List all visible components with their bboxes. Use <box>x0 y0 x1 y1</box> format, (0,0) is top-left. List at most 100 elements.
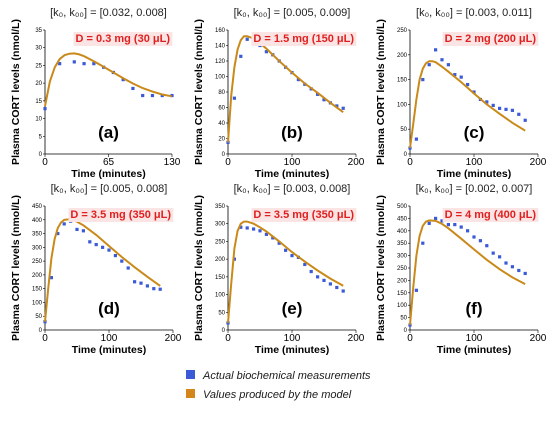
panel-label: (a) <box>98 123 119 142</box>
measurement-point <box>322 98 326 102</box>
measurement-point <box>485 244 489 248</box>
y-axis-title: Plasma CORT levels (nmol/L) <box>375 195 387 341</box>
y-tick-label: 100 <box>215 293 226 299</box>
x-tick-label: 100 <box>101 333 118 344</box>
y-tick-label: 200 <box>32 273 43 279</box>
y-tick-label: 200 <box>215 257 226 263</box>
measurement-point <box>491 103 495 107</box>
measurement-point <box>120 259 124 263</box>
y-axis-title: Plasma CORT levels (nmol/L) <box>193 195 205 341</box>
measurement-point <box>427 63 431 67</box>
measurement-point <box>141 93 145 98</box>
y-tick-label: 50 <box>218 310 225 316</box>
measurement-point <box>466 82 470 87</box>
x-axis-title: Time (minutes) <box>71 168 145 180</box>
x-axis-title: Time (minutes) <box>255 344 329 356</box>
x-tick-label: 0 <box>225 333 231 344</box>
measurement-point <box>459 75 463 79</box>
x-tick-label: 100 <box>284 333 301 344</box>
measurement-point <box>440 219 444 223</box>
y-tick-label: 60 <box>218 106 225 112</box>
y-tick-label: 150 <box>215 275 226 281</box>
chart-panel-c: [k₀, k₀₀] = [0.003, 0.011] Plasma CORT le… <box>375 7 547 180</box>
model-curve <box>409 60 526 149</box>
x-tick-label: 0 <box>407 157 413 168</box>
chart-panel-b: [k₀, k₀₀] = [0.005, 0.009] Plasma CORT le… <box>193 7 365 180</box>
x-tick-label: 0 <box>225 157 231 168</box>
dose-annotation-background <box>442 32 539 46</box>
measurement-point <box>245 37 249 41</box>
y-tick-label: 400 <box>397 229 408 235</box>
chart-panel-a: [k₀, k₀₀] = [0.032, 0.008] Plasma CORT le… <box>10 7 181 180</box>
legend-label-model: Values produced by the model <box>203 389 352 401</box>
measurement-point <box>277 241 281 245</box>
y-tick-label: 100 <box>397 303 408 309</box>
measurement-point <box>72 60 76 64</box>
panel-label: (f) <box>466 299 483 318</box>
parameter-title: [k₀, k₀₀] = [0.002, 0.007] <box>416 183 533 195</box>
measurement-point <box>485 100 489 104</box>
x-axis-title: Time (minutes) <box>437 168 511 180</box>
measurement-point <box>158 287 162 291</box>
model-curve <box>44 52 173 107</box>
measurement-point <box>446 223 450 227</box>
measurement-point <box>139 281 143 285</box>
measurement-point <box>421 78 425 82</box>
y-tick-label: 300 <box>215 222 226 228</box>
y-tick-label: 250 <box>397 266 408 272</box>
y-tick-label: 100 <box>32 300 43 306</box>
measurement-point <box>427 221 431 225</box>
x-tick-label: 0 <box>407 333 413 344</box>
y-tick-label: 160 <box>215 28 226 34</box>
dose-annotation-background <box>251 208 357 222</box>
y-tick-label: 100 <box>215 75 226 81</box>
measurement-point <box>56 231 60 236</box>
measurement-point <box>498 255 502 259</box>
dose-annotation: D = 3.5 mg (350 μL) <box>70 209 171 221</box>
parameter-title: [k₀, k₀₀] = [0.003, 0.011] <box>416 7 532 19</box>
y-tick-label: 0 <box>39 152 43 158</box>
measurement-point <box>316 275 320 279</box>
measurement-point <box>478 239 482 243</box>
y-tick-label: 120 <box>215 59 226 65</box>
x-tick-label: 100 <box>466 333 483 344</box>
measurement-point <box>92 62 96 66</box>
parameter-title: [k₀, k₀₀] = [0.032, 0.008] <box>50 7 167 19</box>
y-tick-label: 35 <box>35 28 42 34</box>
chart-panels: [k₀, k₀₀] = [0.032, 0.008] Plasma CORT le… <box>10 7 547 356</box>
measurement-point <box>510 108 514 112</box>
measurement-point <box>322 278 326 282</box>
x-axis-title: Time (minutes) <box>437 344 511 356</box>
measurement-point <box>510 265 514 269</box>
x-tick-label: 200 <box>348 333 365 344</box>
measurement-point <box>58 62 62 66</box>
measurement-point <box>88 240 92 244</box>
x-tick-label: 0 <box>42 157 48 168</box>
measurement-point <box>328 282 332 286</box>
y-tick-label: 100 <box>397 102 408 108</box>
x-axis-title: Time (minutes) <box>255 168 329 180</box>
panel-label: (b) <box>281 123 303 142</box>
y-tick-label: 250 <box>32 259 43 265</box>
parameter-title: [k₀, k₀₀] = [0.003, 0.008] <box>234 183 351 195</box>
y-tick-label: 20 <box>218 137 225 143</box>
measurement-point <box>121 78 125 82</box>
y-tick-label: 0 <box>222 152 226 158</box>
panel-label: (e) <box>282 299 303 318</box>
measurement-point <box>341 289 345 293</box>
measurement-point <box>491 251 495 255</box>
legend-swatch-model <box>186 389 195 398</box>
y-tick-label: 350 <box>397 241 408 247</box>
y-tick-label: 30 <box>35 46 42 52</box>
measurement-point <box>414 137 418 141</box>
measurement-point <box>446 63 450 67</box>
measurement-point <box>43 107 47 111</box>
measurement-point <box>316 92 320 96</box>
measurement-point <box>245 226 249 230</box>
measurement-point <box>107 248 111 252</box>
measurement-point <box>62 222 66 226</box>
chart-panel-d: [k₀, k₀₀] = [0.005, 0.008] Plasma CORT le… <box>10 183 182 356</box>
y-tick-label: 450 <box>397 216 408 222</box>
measurement-point <box>264 50 268 54</box>
measurement-point <box>271 236 275 240</box>
